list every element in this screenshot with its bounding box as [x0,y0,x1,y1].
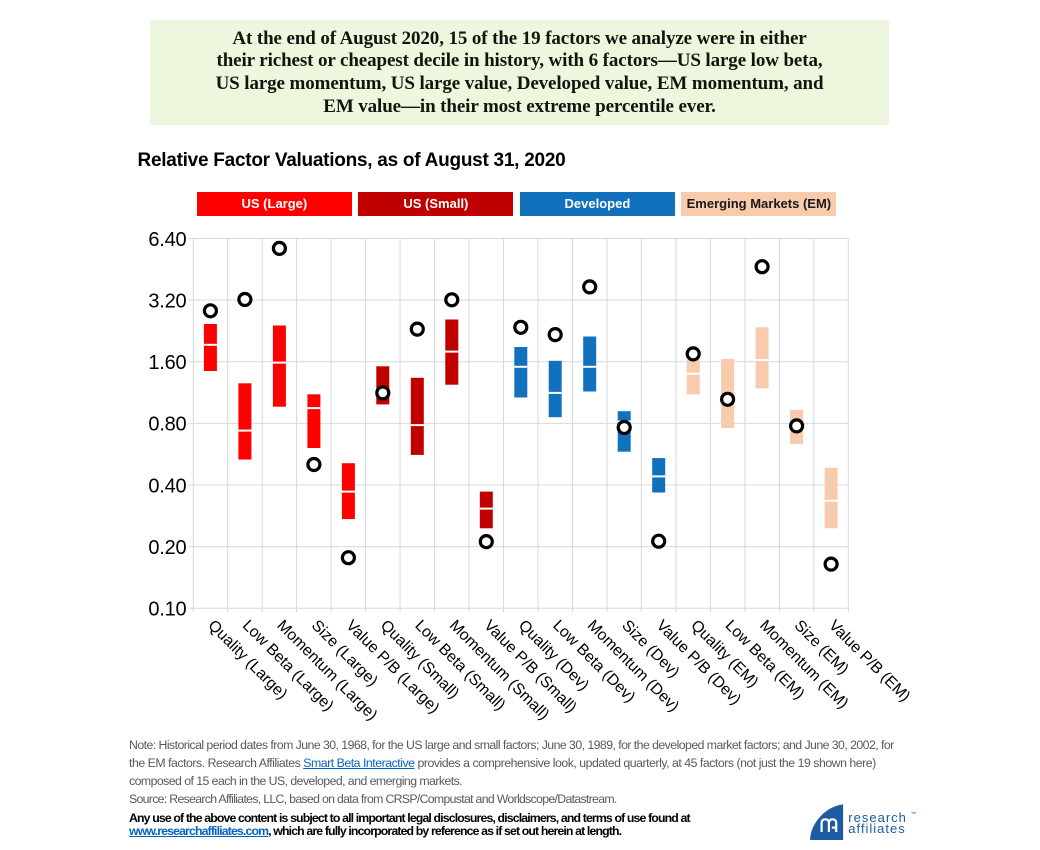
svg-text:3.20: 3.20 [148,290,186,312]
svg-text:0.40: 0.40 [148,475,186,497]
svg-text:™: ™ [911,812,917,818]
svg-text:1.60: 1.60 [148,352,186,374]
svg-text:affiliates: affiliates [848,821,905,836]
svg-text:6.40: 6.40 [148,229,186,251]
svg-text:research: research [848,810,907,825]
svg-text:0.20: 0.20 [148,537,186,559]
svg-text:0.80: 0.80 [148,414,186,436]
svg-text:0.10: 0.10 [148,599,186,621]
